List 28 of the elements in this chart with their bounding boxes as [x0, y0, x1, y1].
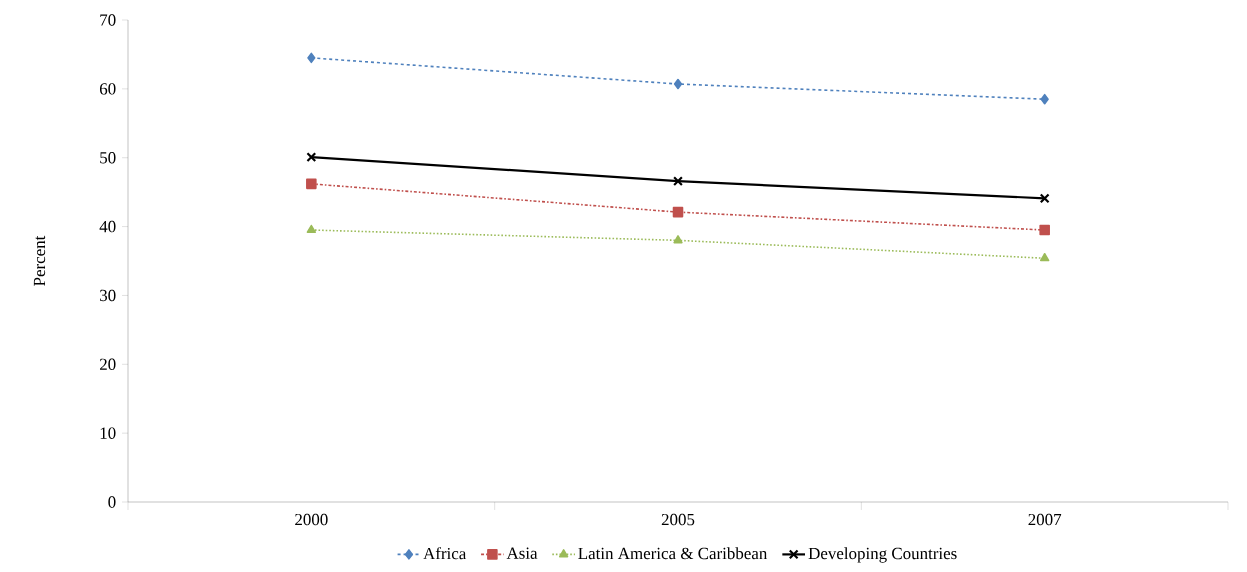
- x-tick-label: 2000: [295, 513, 328, 526]
- y-axis-title: Percent: [33, 235, 46, 286]
- legend-label: Africa: [423, 547, 467, 560]
- y-tick-label: 60: [99, 83, 116, 95]
- point: [306, 224, 317, 234]
- y-tick-label: 30: [100, 289, 116, 302]
- y-tick-label: 20: [100, 358, 116, 371]
- y-tick-label: 40: [99, 220, 116, 233]
- y-tick-label: 70: [100, 14, 116, 26]
- point: [307, 52, 316, 64]
- x-tick-label: 2007: [1028, 513, 1062, 526]
- point: [673, 78, 683, 90]
- point: [672, 206, 684, 218]
- legend-label: Developing Countries: [808, 547, 957, 563]
- legend-label: Latin America & Caribbean: [578, 547, 768, 560]
- y-tick-label: 50: [100, 152, 116, 164]
- point: [1040, 93, 1049, 105]
- point: [673, 176, 683, 187]
- point: [306, 152, 317, 162]
- point: [673, 235, 683, 244]
- point: [1039, 252, 1050, 262]
- y-tick-label: 0: [108, 496, 116, 508]
- point: [306, 178, 317, 190]
- point: [1039, 224, 1050, 236]
- legend-label: Asia: [506, 547, 538, 559]
- point: [1039, 193, 1050, 204]
- y-tick-label: 10: [100, 427, 116, 439]
- x-tick-label: 2005: [661, 513, 695, 526]
